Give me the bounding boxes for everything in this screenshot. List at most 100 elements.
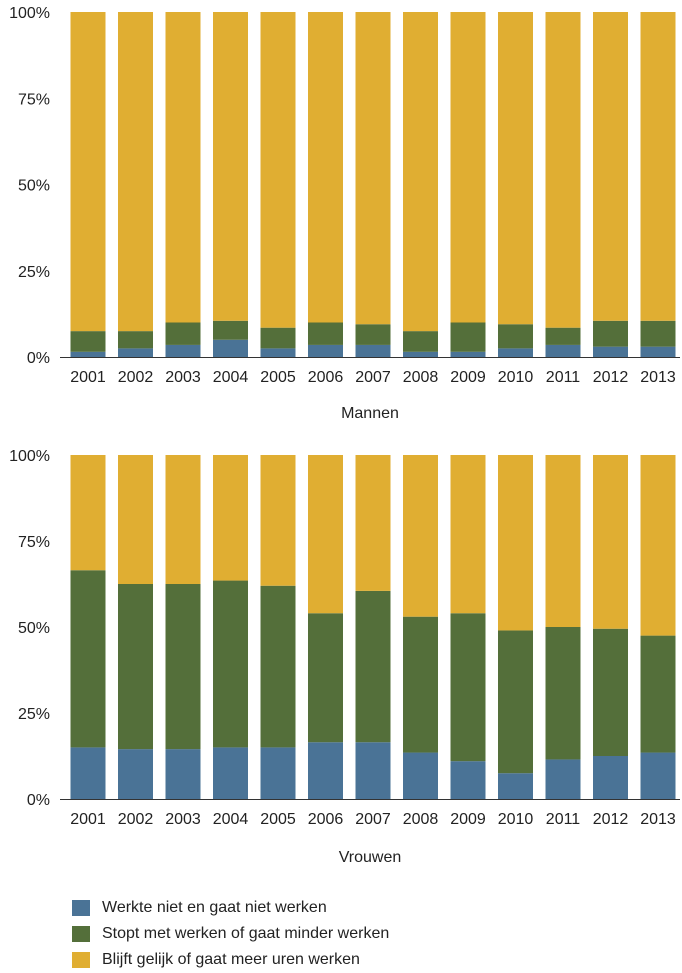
vrouwen-bar-2003-series-1 xyxy=(165,749,201,799)
vrouwen-bar-2006-series-2 xyxy=(308,613,343,743)
mannen-bar-2007-series-2 xyxy=(355,324,391,345)
mannen-bar-2006-series-1 xyxy=(308,344,343,357)
vrouwen-bar-2012-series-2 xyxy=(593,628,628,756)
vrouwen-bar-2001-series-1 xyxy=(70,747,106,799)
vrouwen-bar-2003-series-2 xyxy=(165,584,201,750)
mannen-bar-2009-series-3 xyxy=(450,12,486,323)
legend-item-stopt: Stopt met werken of gaat minder werken xyxy=(72,921,389,947)
mannen-bar-2003-series-1 xyxy=(165,344,201,357)
vrouwen-bar-2009-series-3 xyxy=(450,455,486,614)
vrouwen-bar-2009-series-1 xyxy=(450,761,486,799)
vrouwen-x-tick-label: 2007 xyxy=(355,811,391,828)
mannen-x-tick-label: 2013 xyxy=(640,369,676,386)
vrouwen-bar-2004-series-2 xyxy=(213,580,248,748)
vrouwen-bar-2007-series-3 xyxy=(355,455,391,591)
vrouwen-bar-2006-series-3 xyxy=(308,455,343,614)
legend-label: Werkte niet en gaat niet werken xyxy=(102,899,327,916)
vrouwen-bar-2008-series-2 xyxy=(403,616,438,753)
vrouwen-x-tick-label: 2002 xyxy=(118,811,154,828)
mannen-bar-2003-series-2 xyxy=(165,322,201,345)
mannen-bar-2005-series-2 xyxy=(260,327,296,349)
vrouwen-x-tick-label: 2010 xyxy=(498,811,534,828)
mannen-y-tick-label: 25% xyxy=(18,264,50,281)
mannen-y-tick-label: 0% xyxy=(27,350,50,367)
mannen-x-axis-label: Mannen xyxy=(341,405,399,422)
legend: Werkte niet en gaat niet werken Stopt me… xyxy=(72,895,389,973)
legend-swatch xyxy=(72,952,90,968)
mannen-x-tick-label: 2006 xyxy=(308,369,344,386)
vrouwen-bar-2005-series-1 xyxy=(260,747,296,799)
vrouwen-bar-2013-series-1 xyxy=(640,752,676,799)
vrouwen-bar-2001-series-3 xyxy=(70,455,106,571)
vrouwen-y-tick-label: 50% xyxy=(18,620,50,637)
mannen-x-tick-label: 2008 xyxy=(403,369,439,386)
mannen-bar-2008-series-2 xyxy=(403,331,438,352)
mannen-bar-2007-series-1 xyxy=(355,344,391,357)
vrouwen-bar-2010-series-3 xyxy=(498,455,533,631)
vrouwen-bar-2007-series-1 xyxy=(355,742,391,799)
legend-label: Stopt met werken of gaat minder werken xyxy=(102,925,390,942)
vrouwen-bar-2004-series-1 xyxy=(213,747,248,799)
mannen-bar-2004-series-2 xyxy=(213,320,248,340)
vrouwen-bar-2002-series-3 xyxy=(118,455,153,584)
vrouwen-bar-2012-series-1 xyxy=(593,756,628,799)
vrouwen-bar-2002-series-1 xyxy=(118,749,153,799)
vrouwen-bar-2013-series-3 xyxy=(640,455,676,636)
vrouwen-bar-2010-series-1 xyxy=(498,773,533,799)
vrouwen-y-tick-label: 25% xyxy=(18,706,50,723)
vrouwen-bar-2001-series-2 xyxy=(70,570,106,748)
vrouwen-x-tick-label: 2009 xyxy=(450,811,486,828)
mannen-y-tick-label: 100% xyxy=(9,5,50,22)
mannen-bar-2008-series-1 xyxy=(403,351,438,357)
mannen-x-tick-label: 2004 xyxy=(213,369,249,386)
vrouwen-x-tick-label: 2004 xyxy=(213,811,249,828)
mannen-bar-2006-series-3 xyxy=(308,12,343,323)
mannen-bar-2002-series-2 xyxy=(118,331,153,349)
mannen-bar-2002-series-3 xyxy=(118,12,153,332)
mannen-y-tick-label: 75% xyxy=(18,91,50,108)
mannen-bar-2005-series-3 xyxy=(260,12,296,328)
legend-item-blijft-gelijk: Blijft gelijk of gaat meer uren werken xyxy=(72,947,389,973)
mannen-bar-2011-series-1 xyxy=(545,344,581,357)
mannen-x-tick-label: 2005 xyxy=(260,369,296,386)
vrouwen-x-tick-label: 2006 xyxy=(308,811,344,828)
mannen-bar-2006-series-2 xyxy=(308,322,343,345)
mannen-bar-2009-series-1 xyxy=(450,351,486,357)
mannen-bar-2012-series-1 xyxy=(593,346,628,357)
mannen-bar-2013-series-2 xyxy=(640,320,676,347)
mannen-bar-2002-series-1 xyxy=(118,348,153,357)
vrouwen-bar-2012-series-3 xyxy=(593,455,628,629)
vrouwen-bar-2013-series-2 xyxy=(640,635,676,753)
mannen-bar-2001-series-1 xyxy=(70,351,106,357)
vrouwen-x-tick-label: 2008 xyxy=(403,811,439,828)
mannen-bar-2012-series-3 xyxy=(593,12,628,321)
mannen-bar-2009-series-2 xyxy=(450,322,486,352)
mannen-bar-2013-series-3 xyxy=(640,12,676,321)
mannen-bar-2011-series-2 xyxy=(545,327,581,345)
mannen-bar-2001-series-3 xyxy=(70,12,106,332)
vrouwen-bar-2010-series-2 xyxy=(498,630,533,774)
vrouwen-x-tick-label: 2013 xyxy=(640,811,676,828)
vrouwen-bar-2002-series-2 xyxy=(118,584,153,750)
vrouwen-bar-2008-series-3 xyxy=(403,455,438,617)
vrouwen-bar-2004-series-3 xyxy=(213,455,248,581)
vrouwen-y-tick-label: 75% xyxy=(18,534,50,551)
vrouwen-x-tick-label: 2011 xyxy=(546,811,581,828)
mannen-x-tick-label: 2010 xyxy=(498,369,534,386)
mannen-x-tick-label: 2001 xyxy=(70,369,106,386)
vrouwen-x-tick-label: 2003 xyxy=(165,811,201,828)
vrouwen-x-tick-label: 2012 xyxy=(593,811,629,828)
mannen-x-tick-label: 2002 xyxy=(118,369,154,386)
mannen-bar-2010-series-1 xyxy=(498,348,533,357)
legend-swatch xyxy=(72,926,90,942)
mannen-bar-2010-series-3 xyxy=(498,12,533,325)
vrouwen-bar-2005-series-3 xyxy=(260,455,296,586)
mannen-bar-2007-series-3 xyxy=(355,12,391,325)
mannen-x-tick-label: 2007 xyxy=(355,369,391,386)
mannen-bar-2005-series-1 xyxy=(260,348,296,357)
mannen-bar-2003-series-3 xyxy=(165,12,201,323)
legend-swatch xyxy=(72,900,90,916)
mannen-x-tick-label: 2012 xyxy=(593,369,629,386)
vrouwen-bar-2011-series-3 xyxy=(545,455,581,627)
vrouwen-bar-2005-series-2 xyxy=(260,585,296,748)
